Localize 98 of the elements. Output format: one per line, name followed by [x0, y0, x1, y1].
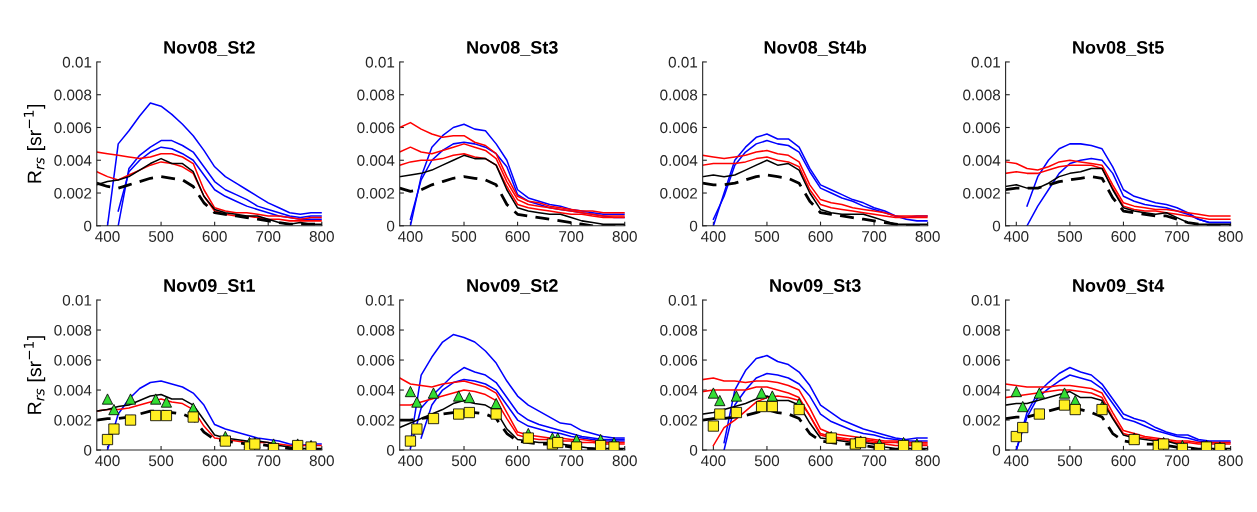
y-tick-label: 0.01 — [668, 56, 698, 68]
x-tick-label: 800 — [915, 231, 940, 242]
x-tick-label: 700 — [1165, 455, 1190, 467]
x-tick-label: 500 — [754, 455, 780, 467]
y-axis-title: R$_{rs}$ [sr$^{−1}$] — [23, 104, 46, 183]
chart-title: Nov09_St3 — [770, 279, 861, 294]
y-tick-label: 0.008 — [963, 324, 1001, 336]
x-tick-label: 400 — [700, 455, 726, 467]
x-tick-label: 500 — [451, 455, 477, 467]
y-tick-label: 0 — [386, 444, 395, 456]
x-tick-label: 500 — [1057, 455, 1083, 467]
y-tick-label: 0.01 — [971, 294, 1000, 306]
y-tick-label: 0.002 — [660, 414, 698, 426]
y-tick-label: 0.004 — [660, 155, 698, 166]
x-tick-label: 600 — [808, 455, 833, 467]
y-tick-label: 0.01 — [365, 294, 395, 306]
y-tick-label: 0.006 — [357, 354, 395, 366]
x-tick-label: 400 — [1003, 231, 1029, 242]
x-tick-label: 600 — [202, 231, 227, 242]
y-tick-label: 0.01 — [62, 56, 92, 68]
y-tick-label: 0 — [386, 220, 395, 232]
y-tick-label: 0.008 — [963, 89, 1001, 101]
chart-title: Nov08_St4b — [764, 40, 867, 56]
x-tick-label: 800 — [915, 455, 940, 467]
x-tick-label: 400 — [1003, 455, 1029, 467]
y-tick-label: 0.002 — [660, 187, 698, 199]
y-tick-label: 0.002 — [963, 414, 1000, 426]
y-tick-label: 0.008 — [357, 89, 395, 101]
chart-title: Nov09_St2 — [467, 279, 558, 294]
y-tick-label: 0 — [689, 220, 698, 232]
y-axis-title: R$_{rs}$ [sr$^{−1}$] — [23, 336, 46, 414]
y-tick-label: 0.008 — [660, 89, 698, 101]
y-tick-label: 0.008 — [54, 324, 92, 336]
x-tick-label: 600 — [808, 231, 833, 242]
y-tick-label: 0.006 — [357, 122, 395, 134]
x-tick-label: 800 — [1218, 231, 1243, 242]
y-tick-label: 0.004 — [357, 384, 395, 396]
x-tick-label: 400 — [95, 231, 120, 242]
x-tick-label: 800 — [1218, 455, 1243, 467]
x-tick-label: 700 — [559, 455, 584, 467]
y-tick-label: 0.002 — [963, 187, 1000, 199]
x-tick-label: 600 — [202, 455, 227, 467]
y-tick-label: 0.006 — [54, 122, 92, 134]
y-tick-label: 0.01 — [365, 56, 395, 68]
y-tick-label: 0.006 — [963, 354, 1001, 366]
x-tick-label: 800 — [612, 231, 637, 242]
y-tick-label: 0 — [84, 444, 92, 456]
chart-title: Nov08_St3 — [467, 41, 558, 56]
y-tick-label: 0.01 — [971, 56, 1000, 68]
x-tick-label: 400 — [398, 455, 423, 467]
x-tick-label: 500 — [754, 231, 780, 242]
x-tick-label: 700 — [862, 455, 887, 467]
y-tick-label: 0.006 — [660, 354, 698, 366]
x-tick-label: 500 — [148, 455, 174, 467]
x-tick-label: 700 — [256, 455, 281, 467]
x-tick-label: 700 — [559, 231, 584, 242]
y-tick-label: 0.004 — [963, 384, 1001, 396]
y-tick-label: 0 — [992, 220, 1001, 232]
x-tick-label: 800 — [309, 231, 334, 242]
y-tick-label: 0.004 — [54, 384, 92, 396]
y-tick-label: 0.002 — [357, 414, 395, 426]
y-tick-label: 0.004 — [660, 384, 698, 396]
x-tick-label: 500 — [148, 231, 174, 242]
y-tick-label: 0.008 — [357, 324, 395, 336]
y-tick-label: 0.004 — [54, 155, 92, 166]
y-tick-label: 0 — [992, 444, 1001, 456]
y-tick-label: 0.004 — [357, 155, 395, 166]
y-tick-label: 0.002 — [357, 187, 395, 199]
y-tick-label: 0.008 — [660, 324, 698, 336]
x-tick-label: 600 — [505, 455, 530, 467]
chart-title: Nov09_St1 — [164, 279, 255, 294]
x-tick-label: 600 — [1111, 231, 1136, 242]
y-tick-label: 0.008 — [54, 89, 92, 101]
chart-title: Nov08_St5 — [1073, 41, 1164, 56]
y-tick-label: 0.002 — [54, 414, 92, 426]
x-tick-label: 700 — [862, 231, 887, 242]
y-tick-label: 0.006 — [660, 122, 698, 134]
y-tick-label: 0.006 — [963, 122, 1001, 134]
y-tick-label: 0.01 — [668, 294, 698, 306]
x-tick-label: 400 — [398, 231, 423, 242]
y-tick-label: 0.006 — [54, 354, 92, 366]
chart-title: Nov09_St4 — [1073, 279, 1165, 294]
x-tick-label: 800 — [612, 455, 637, 467]
x-tick-label: 700 — [1165, 231, 1190, 242]
y-tick-label: 0.01 — [62, 294, 92, 306]
x-tick-label: 800 — [309, 455, 334, 467]
y-tick-label: 0 — [84, 220, 92, 232]
y-tick-label: 0.002 — [54, 187, 92, 199]
x-tick-label: 400 — [95, 455, 120, 467]
y-tick-label: 0.004 — [963, 155, 1001, 166]
x-tick-label: 600 — [505, 231, 530, 242]
x-tick-label: 700 — [256, 231, 281, 242]
x-tick-label: 400 — [700, 231, 726, 242]
chart-title: Nov08_St2 — [164, 41, 255, 56]
x-tick-label: 600 — [1111, 455, 1136, 467]
x-tick-label: 500 — [451, 231, 477, 242]
y-tick-label: 0 — [689, 444, 698, 456]
x-tick-label: 500 — [1057, 231, 1083, 242]
